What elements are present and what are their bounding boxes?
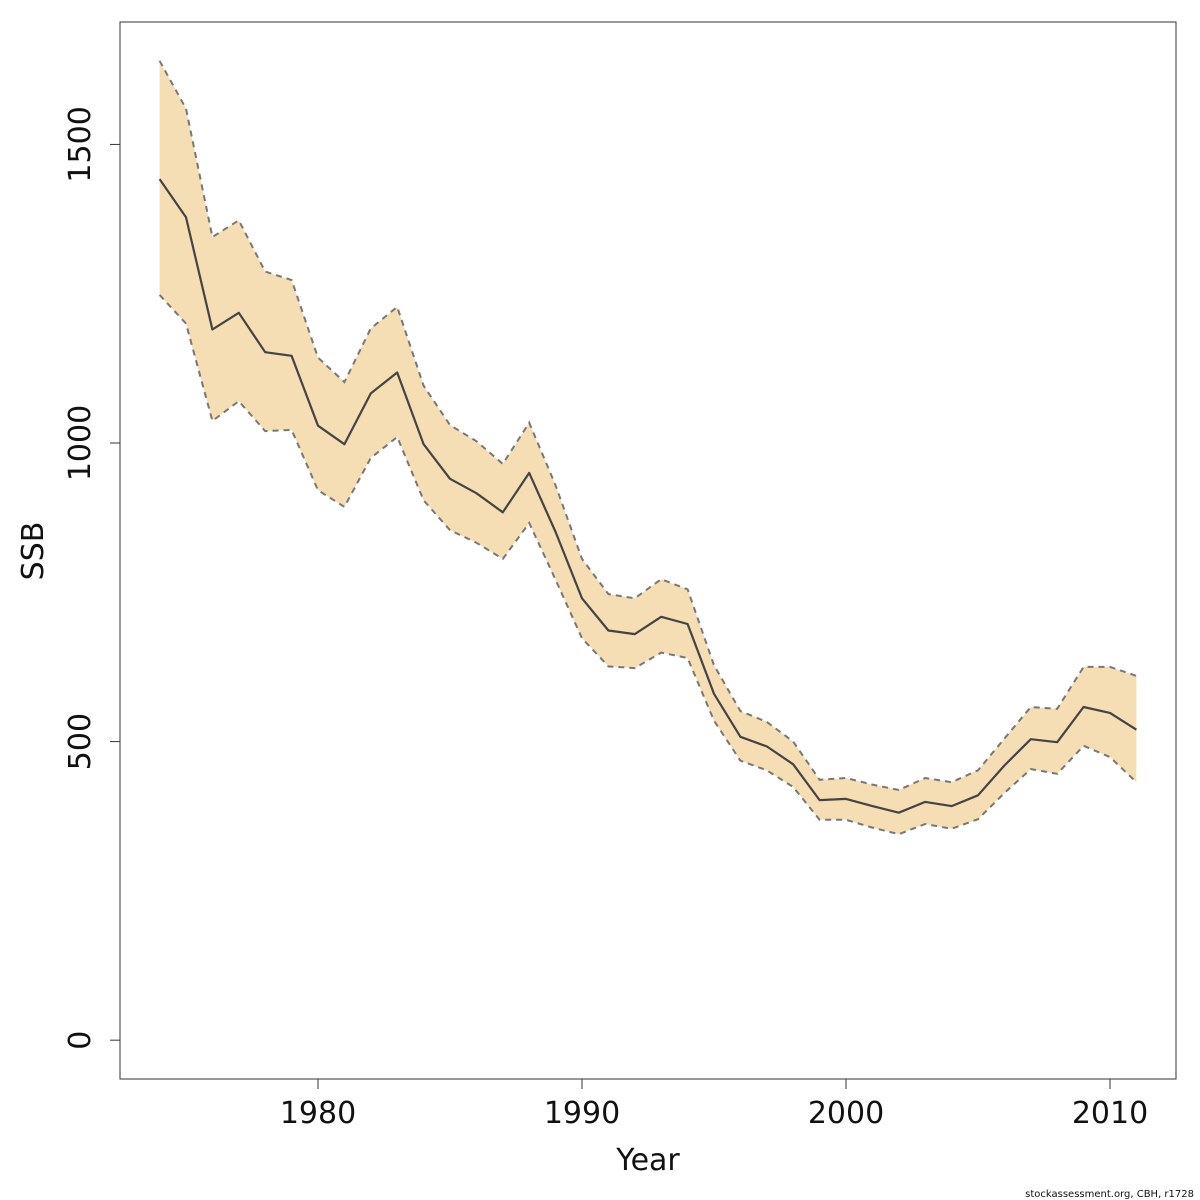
y-tick-label-1500: 1500 [63, 106, 98, 182]
confidence-band [159, 60, 1137, 835]
x-tick-label-2010: 2010 [1072, 1096, 1148, 1131]
ssb-estimate-line [158, 178, 1137, 814]
y-axis-title: SSB [16, 522, 51, 581]
lower-bound-line [158, 294, 1138, 836]
x-tick-label-1990: 1990 [544, 1096, 620, 1131]
x-axis-title: Year [615, 1143, 680, 1178]
credit-text: stockassessment.org, CBH, r1728 [1025, 1189, 1194, 1200]
x-tick-label-2000: 2000 [808, 1096, 884, 1131]
upper-bound-line [158, 60, 1137, 792]
x-tick-label-1980: 1980 [280, 1096, 356, 1131]
y-tick-label-0: 0 [63, 1031, 98, 1050]
y-tick-label-1000: 1000 [63, 405, 98, 481]
axes-layer: 1980 1990 2000 2010 0 500 1000 1500 [63, 106, 1148, 1131]
y-tick-label-500: 500 [63, 713, 98, 770]
plot-layer [158, 60, 1138, 836]
plot-frame [119, 21, 1177, 1080]
